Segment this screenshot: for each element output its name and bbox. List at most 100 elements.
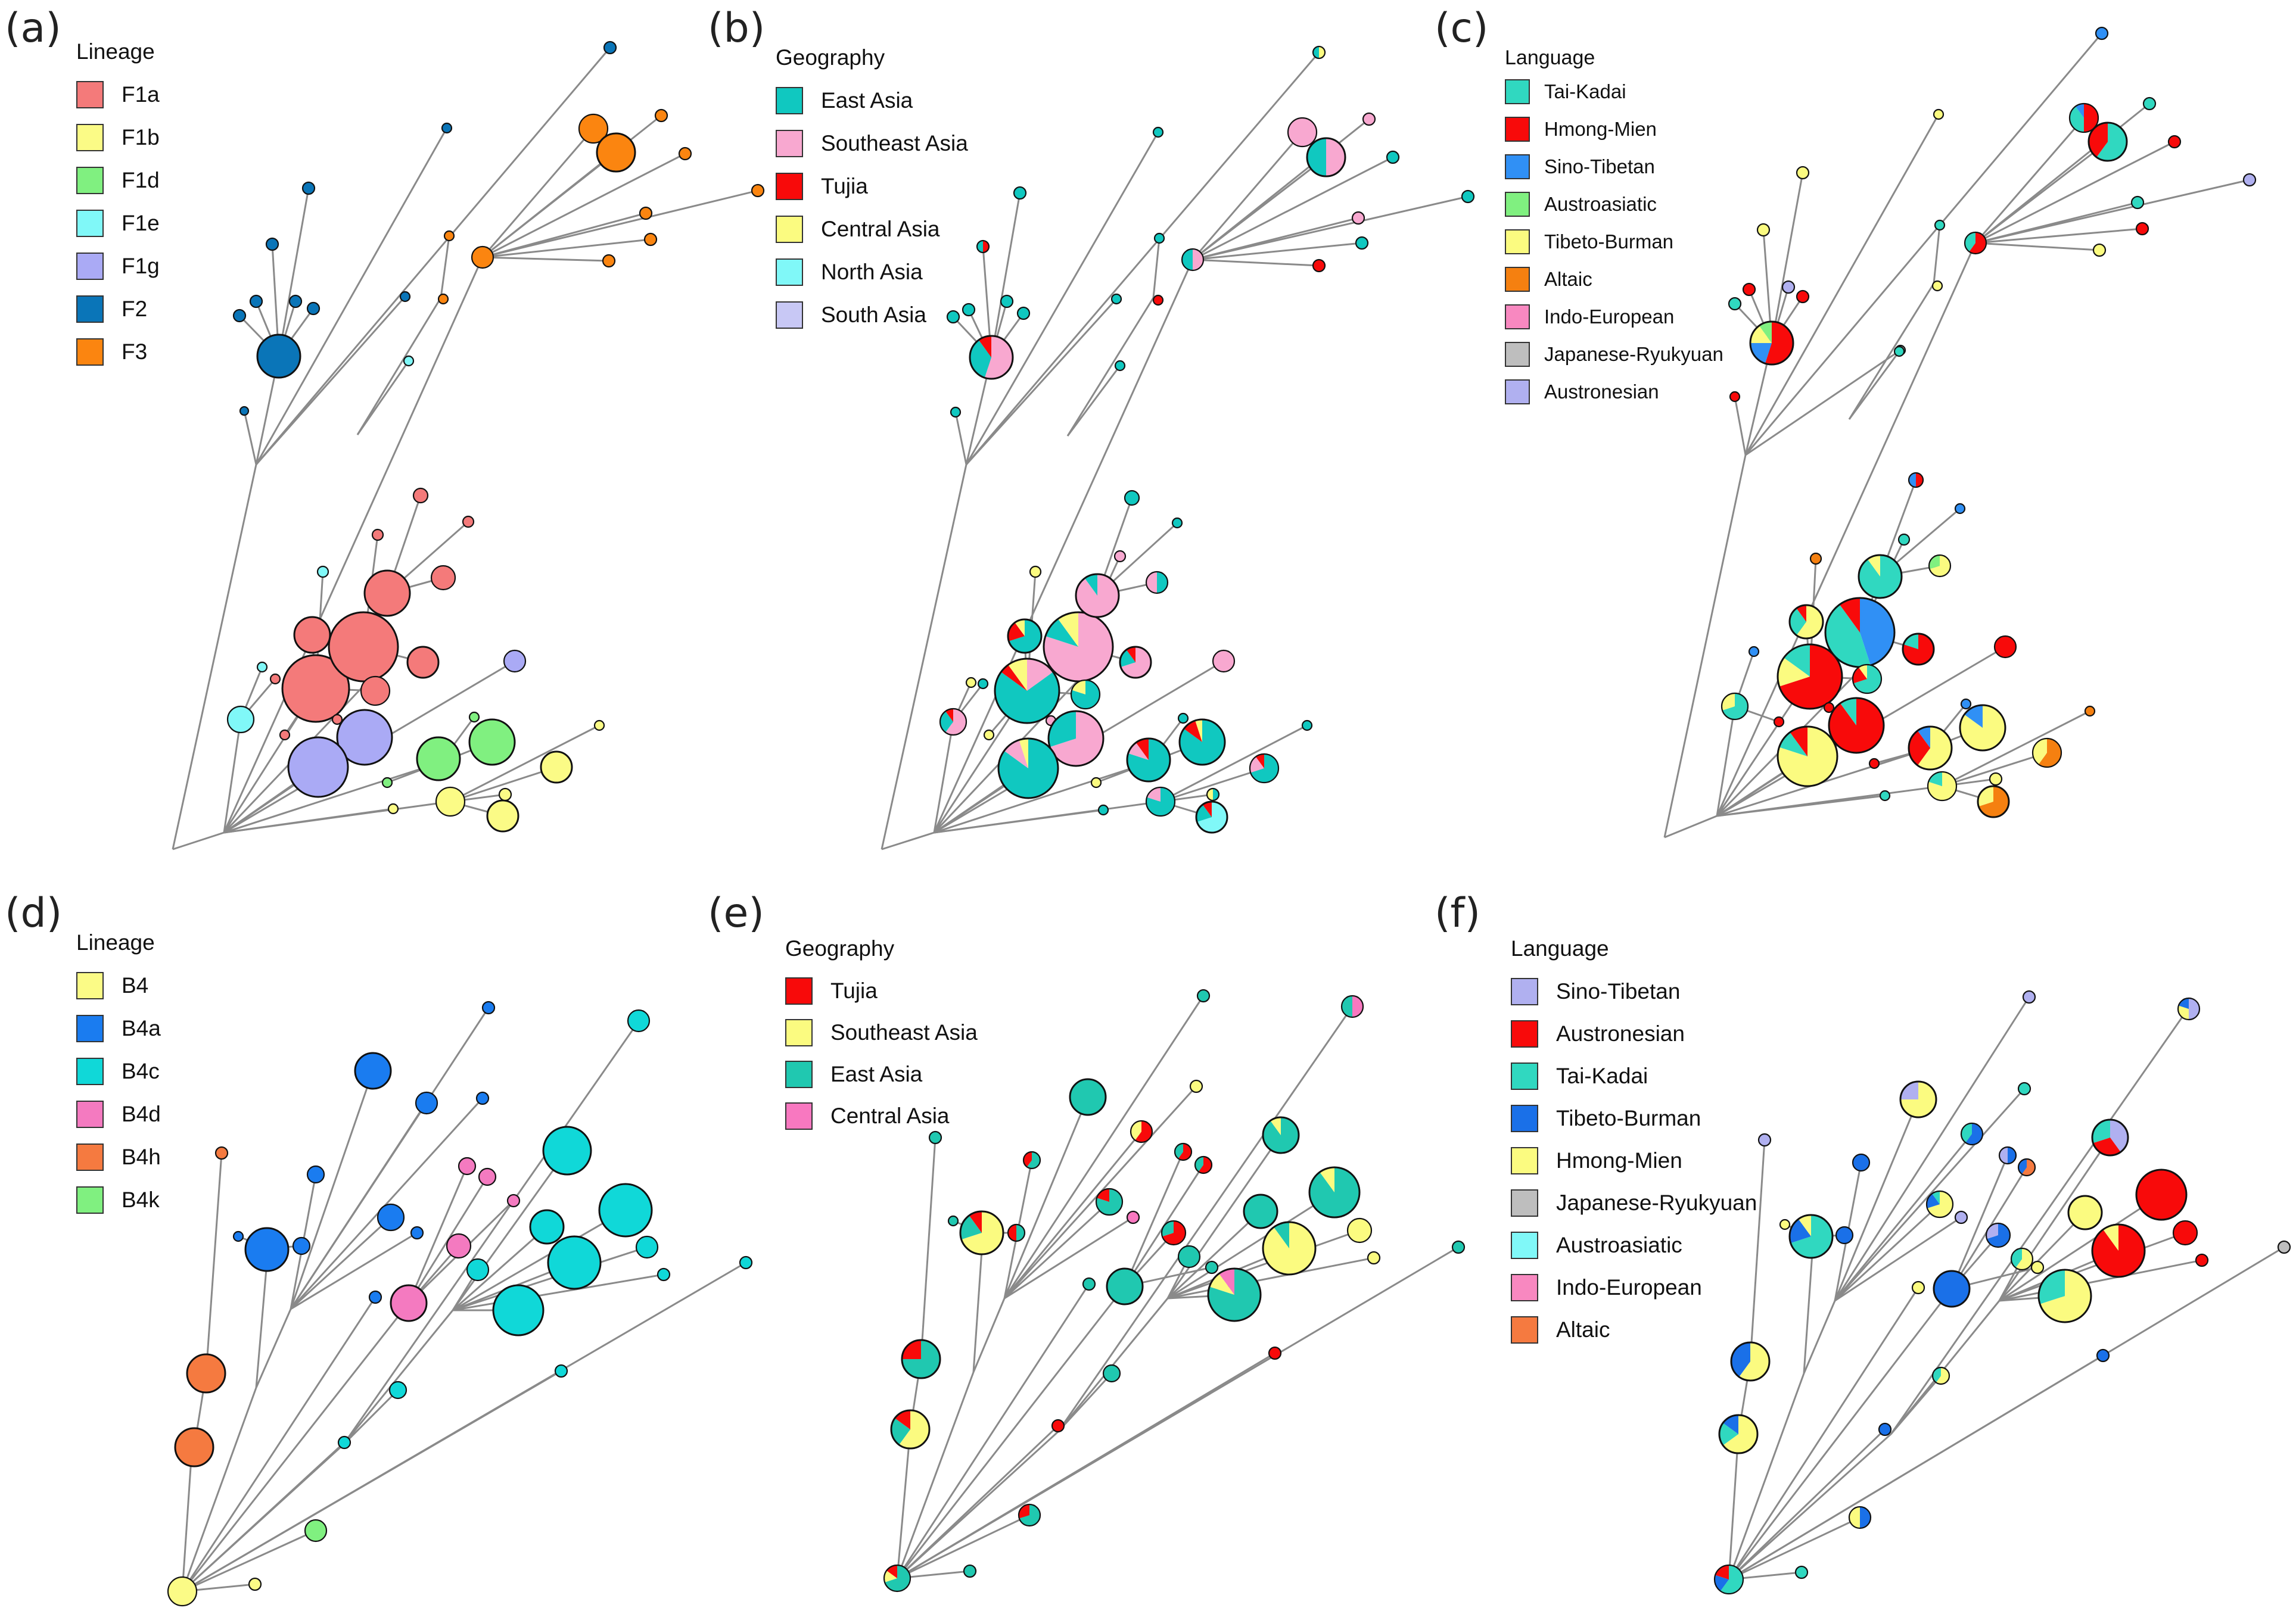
pie-slice xyxy=(1146,572,1157,593)
node-fill xyxy=(1153,127,1163,137)
haplotype-node xyxy=(458,1157,477,1176)
legend-item: Southeast Asia xyxy=(785,1012,978,1054)
node-outline xyxy=(403,355,415,367)
node-fill xyxy=(1912,1282,1924,1294)
legend-swatch xyxy=(1511,1231,1538,1259)
node-outline xyxy=(498,787,512,802)
haplotype-node xyxy=(2017,1082,2031,1096)
node-outline xyxy=(1312,45,1326,60)
haplotype-node xyxy=(371,528,384,541)
tree-edge xyxy=(1004,1216,1134,1300)
pie-slice xyxy=(960,1215,982,1240)
node-outline xyxy=(1852,1153,1871,1172)
node-fill xyxy=(1269,1347,1281,1359)
haplotype-node xyxy=(293,616,331,654)
haplotype-node xyxy=(288,294,303,309)
node-outline xyxy=(1000,294,1014,309)
legend-label: Altaic xyxy=(1544,267,1592,290)
legend-label: Altaic xyxy=(1556,1317,1610,1342)
node-fill xyxy=(1172,518,1182,528)
haplotype-node xyxy=(1114,360,1126,372)
pie-slice xyxy=(1072,680,1085,694)
haplotype-node xyxy=(1927,771,1958,802)
tree-edge xyxy=(1191,132,1303,260)
legend-label: Sino-Tibetan xyxy=(1556,979,1681,1004)
node-fill xyxy=(2093,244,2105,256)
pie-slice xyxy=(1008,659,1027,691)
node-outline xyxy=(1145,571,1169,594)
pie-slice xyxy=(1858,665,1867,679)
haplotype-node xyxy=(1113,550,1127,563)
tree-edge xyxy=(452,1209,626,1311)
node-outline xyxy=(627,1009,651,1033)
node-fill xyxy=(1178,713,1188,723)
node-fill xyxy=(1368,1252,1380,1264)
pie-slice xyxy=(2092,1120,2110,1143)
pie-slice xyxy=(1209,1273,1234,1295)
node-fill xyxy=(1810,553,1821,564)
node-outline xyxy=(1069,1078,1107,1116)
node-fill xyxy=(228,706,254,733)
node-outline xyxy=(1931,280,1943,292)
node-fill xyxy=(1853,1154,1869,1171)
node-outline xyxy=(1749,320,1794,366)
legend-swatch xyxy=(1505,266,1530,292)
tree-edge xyxy=(965,52,1320,465)
node-fill xyxy=(1197,990,1209,1002)
legend-swatch xyxy=(76,124,104,151)
legend-label: F1d xyxy=(122,168,160,192)
node-outline xyxy=(2096,1348,2110,1363)
node-outline xyxy=(2135,222,2149,236)
pie-slice xyxy=(883,1571,897,1582)
haplotype-node xyxy=(635,1235,659,1259)
pie-slice xyxy=(885,1565,911,1592)
legend-title: Lineage xyxy=(76,39,155,64)
legend-swatch xyxy=(776,216,803,243)
node-fill xyxy=(1112,294,1121,304)
haplotype-node xyxy=(1954,503,1966,515)
tree-edge xyxy=(1728,1428,1886,1581)
tree-edge xyxy=(1728,1373,1805,1580)
tree-edge xyxy=(1167,1229,1360,1300)
haplotype-node xyxy=(751,183,765,198)
node-fill xyxy=(257,335,300,378)
node-outline xyxy=(983,729,995,741)
pie-slice xyxy=(1789,1219,1811,1244)
pie-slice xyxy=(2070,106,2084,132)
node-outline xyxy=(328,611,399,683)
node-outline xyxy=(1796,289,1810,304)
pie-slice xyxy=(1009,619,1042,653)
pie-slice xyxy=(961,1211,1004,1254)
haplotype-node xyxy=(1075,573,1120,618)
pie-slice xyxy=(1352,996,1363,1017)
node-outline xyxy=(1788,1214,1834,1259)
legend-label: Southeast Asia xyxy=(830,1020,978,1045)
node-fill xyxy=(1797,167,1809,179)
haplotype-node xyxy=(2167,135,2182,149)
pie-slice xyxy=(1219,1269,1234,1295)
node-fill xyxy=(504,650,525,672)
haplotype-node xyxy=(354,1052,392,1090)
node-fill xyxy=(1782,281,1794,293)
pie-slice xyxy=(1071,680,1100,709)
haplotype-node xyxy=(1206,787,1220,802)
node-outline xyxy=(1301,719,1313,731)
node-outline xyxy=(1960,1122,1984,1146)
legend-swatch xyxy=(76,210,104,237)
node-outline xyxy=(1779,1219,1791,1230)
haplotype-node xyxy=(1959,704,2006,752)
haplotype-node xyxy=(593,719,605,731)
tree-edge xyxy=(1160,724,1308,803)
haplotype-node xyxy=(1195,800,1228,834)
haplotype-node xyxy=(1047,710,1105,767)
pie-slice xyxy=(1013,187,1026,199)
haplotype-node xyxy=(950,406,962,418)
tree-edge xyxy=(1834,1216,1962,1302)
haplotype-node xyxy=(337,1435,351,1450)
node-fill xyxy=(479,1169,496,1185)
haplotype-node xyxy=(256,661,268,673)
legend-d: Lineage B4 B4a B4c B4d B4h B4k xyxy=(76,931,161,1222)
node-fill xyxy=(2244,174,2255,186)
haplotype-node xyxy=(1177,712,1189,724)
haplotype-node xyxy=(983,729,995,741)
